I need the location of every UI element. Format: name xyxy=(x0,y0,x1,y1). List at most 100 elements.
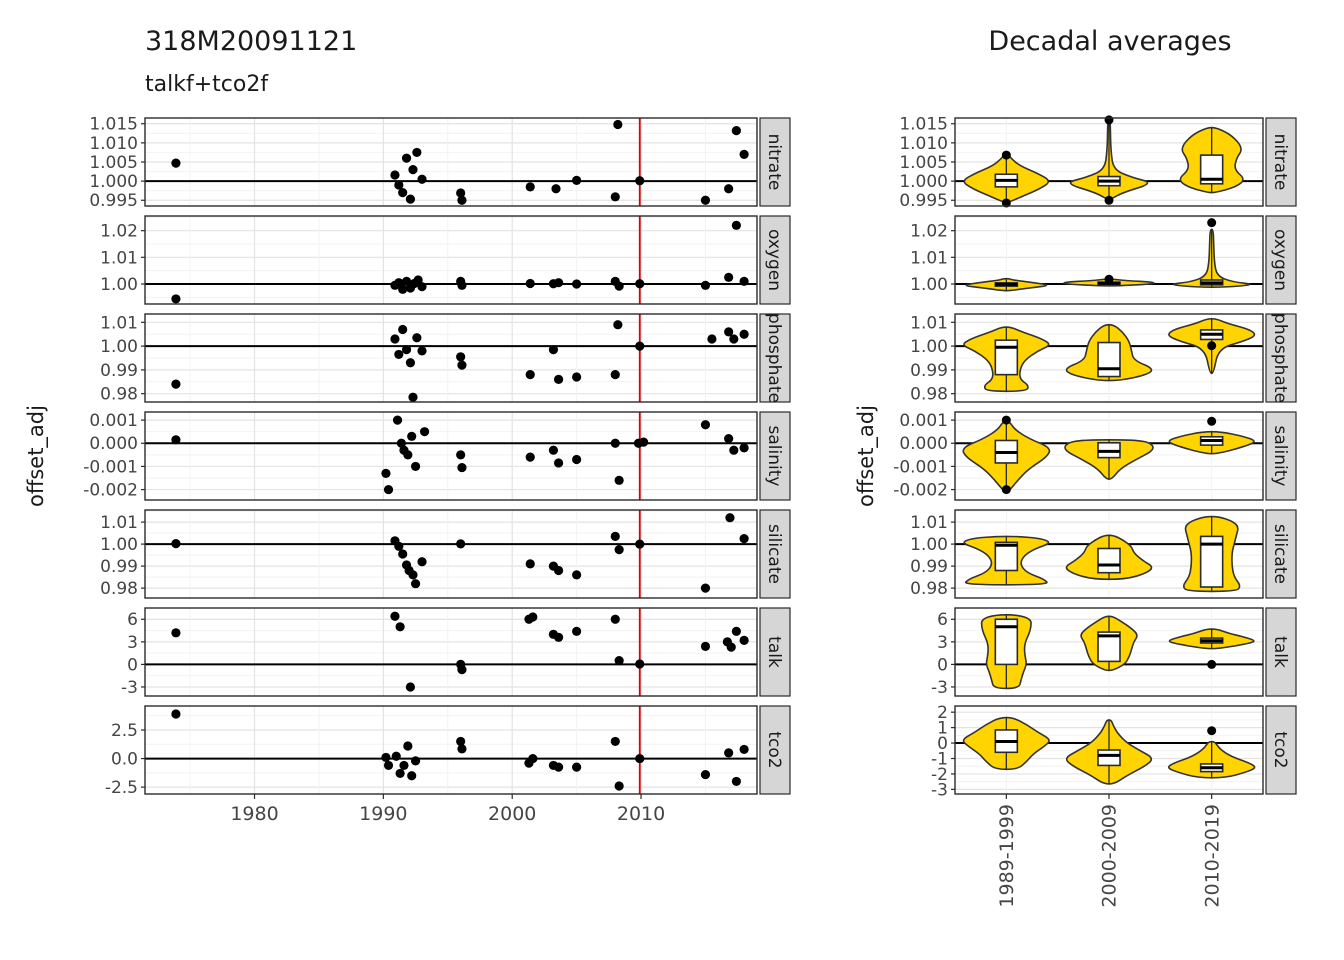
data-point xyxy=(403,450,413,460)
data-point xyxy=(610,192,620,202)
y-tick-label: 0.98 xyxy=(910,385,948,405)
panel-border xyxy=(954,509,1264,599)
data-point xyxy=(525,452,535,462)
data-point xyxy=(614,545,624,555)
panel-border xyxy=(144,215,758,305)
y-tick-label: 0.001 xyxy=(899,411,948,431)
data-point xyxy=(525,182,535,192)
facet-oxygen: 1.00 1.01 1.02 oxygen xyxy=(910,215,1297,305)
data-point xyxy=(572,279,582,289)
facet-strip-label: nitrate xyxy=(764,134,784,191)
data-point xyxy=(410,756,421,766)
data-point xyxy=(729,334,739,344)
facet-strip-label: oxygen xyxy=(764,229,784,291)
facet-salinity: -0.002 -0.001 0.000 0.001 salinity xyxy=(83,411,791,501)
x-category-label: 1989-1999 xyxy=(996,804,1018,908)
data-point xyxy=(171,379,181,389)
facet-strip-label: phosphate xyxy=(764,313,784,403)
facet-salinity: -0.002 -0.001 0.000 0.001 salinity xyxy=(893,411,1297,501)
data-point xyxy=(700,769,711,780)
outlier-point xyxy=(1001,415,1011,425)
data-point xyxy=(398,284,408,294)
data-point xyxy=(403,741,413,751)
y-tick-label: -0.001 xyxy=(83,457,138,477)
y-tick-label: 1.01 xyxy=(910,313,948,333)
y-tick-label: 1.00 xyxy=(910,535,948,555)
timeseries-chart: 0.9951.0001.0051.0101.015nitrate1.001.01… xyxy=(83,115,791,825)
data-point xyxy=(417,174,427,184)
facet-talk: -3 03 6 talk xyxy=(931,607,1297,698)
data-point xyxy=(171,709,181,719)
data-point xyxy=(726,642,736,652)
data-point xyxy=(700,641,711,651)
data-point xyxy=(739,635,749,645)
data-point xyxy=(700,280,711,290)
data-point xyxy=(390,611,400,621)
y-tick-label: 1.000 xyxy=(89,172,138,192)
facet-oxygen: 1.00 1.01 1.02 oxygen xyxy=(100,215,791,305)
facet-phosphate: 0.98 0.99 1.00 1.01 phosphate xyxy=(100,313,791,405)
data-point xyxy=(700,195,711,205)
y-tick-label: 1.01 xyxy=(910,513,948,533)
y-tick-label: 0.000 xyxy=(899,434,948,454)
data-point xyxy=(394,180,404,190)
data-point xyxy=(548,445,559,455)
data-point xyxy=(739,149,749,159)
data-point xyxy=(739,534,749,544)
y-tick-label: 1.015 xyxy=(89,115,138,135)
boxplot-box xyxy=(1199,535,1224,588)
y-tick-label: 0.99 xyxy=(100,557,138,577)
data-point xyxy=(553,278,564,288)
boxplot-box xyxy=(1097,631,1121,663)
panel-background xyxy=(145,706,757,794)
x-category-label: 2010-2019 xyxy=(1201,804,1223,908)
data-point xyxy=(610,438,620,448)
facet-strip xyxy=(1265,607,1297,697)
y-tick-label: 1.010 xyxy=(899,134,948,154)
y-tick-label: 0 xyxy=(127,655,138,675)
data-point xyxy=(410,579,421,589)
boxplot-box xyxy=(1199,154,1224,185)
data-point xyxy=(405,358,416,368)
data-point xyxy=(613,320,623,330)
data-point xyxy=(724,184,734,194)
data-point xyxy=(525,559,535,569)
data-point xyxy=(412,147,422,158)
y-tick-label: 0.0 xyxy=(111,750,138,770)
data-point xyxy=(551,184,561,194)
data-point xyxy=(456,736,466,747)
panel-border xyxy=(954,411,1264,501)
outlier-point xyxy=(1207,341,1217,351)
facet-strip xyxy=(1265,215,1297,305)
data-point xyxy=(572,372,582,382)
y-tick-label: 1.00 xyxy=(910,337,948,357)
data-point xyxy=(407,771,417,781)
y-tick-label: 1.005 xyxy=(89,153,138,173)
data-point xyxy=(383,484,394,495)
data-point xyxy=(456,539,466,549)
boxplot-box xyxy=(994,339,1019,376)
y-tick-label: -3 xyxy=(121,678,138,698)
data-point xyxy=(407,431,417,441)
data-point xyxy=(614,781,624,791)
data-point xyxy=(610,531,620,542)
x-tick-label: 2010 xyxy=(617,803,665,825)
data-point xyxy=(457,744,467,754)
facet-silicate: 0.980.991.001.01 silicate xyxy=(910,509,1297,599)
data-point xyxy=(700,583,711,593)
data-point xyxy=(392,415,403,425)
y-tick-label: -0.001 xyxy=(893,457,948,477)
y-tick-label: 0.98 xyxy=(100,579,138,599)
data-point xyxy=(707,334,717,344)
y-tick-label: 0.99 xyxy=(910,557,948,577)
data-point xyxy=(394,278,404,288)
data-point xyxy=(553,762,564,772)
facet-tco2: -2.5 0.0 2.5 tco2 xyxy=(105,705,791,798)
y-tick-label: 0 xyxy=(937,655,948,675)
y-tick-label: 6 xyxy=(127,610,138,630)
y-tick-label: 1 xyxy=(937,719,948,739)
facet-strip-label: tco2 xyxy=(1270,731,1290,768)
x-tick-label: 1980 xyxy=(230,803,278,825)
y-tick-label: 1.000 xyxy=(899,172,948,192)
